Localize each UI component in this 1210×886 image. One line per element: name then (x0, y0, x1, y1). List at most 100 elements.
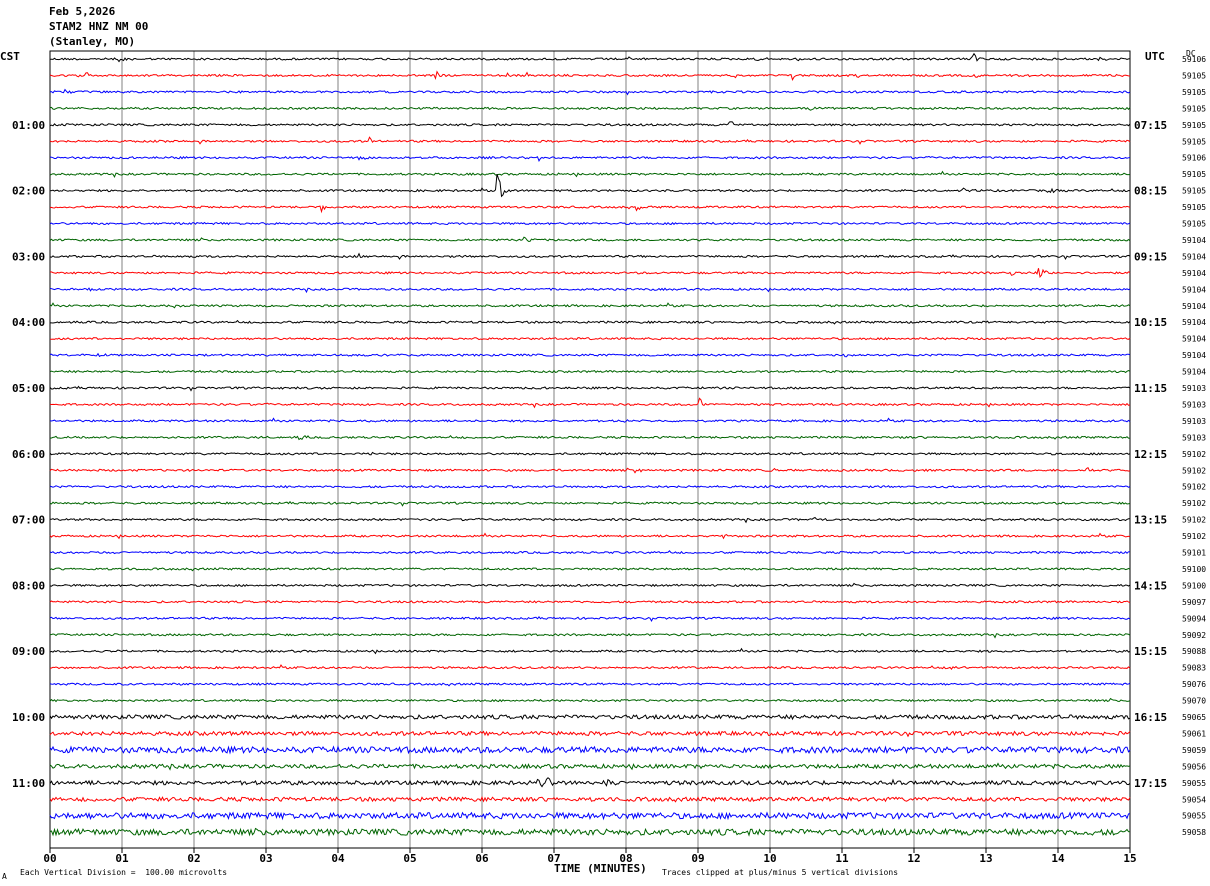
seismic-trace (49, 632, 1131, 639)
dc-offset-label: 59058 (1182, 828, 1206, 837)
dc-offset-label: 59103 (1182, 417, 1206, 426)
seismic-trace (49, 155, 1131, 163)
cst-hour-label: 07:00 (12, 514, 45, 527)
dc-offset-label: 59105 (1182, 104, 1206, 113)
seismic-trace (49, 268, 1131, 279)
seismic-trace (49, 582, 1131, 588)
seismic-trace (49, 252, 1131, 261)
dc-offset-label: 59094 (1182, 614, 1206, 623)
utc-hour-label: 09:15 (1134, 250, 1167, 263)
chart-date: Feb 5,2026 (49, 5, 116, 18)
utc-hour-label: 10:15 (1134, 316, 1167, 329)
x-axis-label: TIME (MINUTES) (554, 862, 647, 875)
seismic-trace (49, 417, 1131, 423)
cst-hour-label: 02:00 (12, 185, 45, 198)
dc-offset-label: 59100 (1182, 581, 1206, 590)
cst-hour-label: 05:00 (12, 382, 45, 395)
dc-offset-label: 59100 (1182, 565, 1206, 574)
scale-note: Each Vertical Division = 100.00 microvol… (20, 868, 228, 877)
seismic-trace (49, 121, 1131, 127)
x-tick-label: 11 (835, 852, 849, 865)
utc-axis-label: UTC (1145, 50, 1165, 63)
seismic-trace (49, 434, 1131, 441)
seismic-trace (49, 745, 1131, 755)
x-tick-label: 03 (259, 852, 272, 865)
seismic-trace (50, 516, 1131, 524)
dc-offset-label: 59103 (1182, 384, 1206, 393)
cst-hour-label: 08:00 (12, 579, 45, 592)
dc-offset-label: 59104 (1182, 285, 1206, 294)
dc-offset-label: 59070 (1182, 697, 1206, 706)
dc-offset-label: 59104 (1182, 368, 1206, 377)
dc-offset-label: 59105 (1182, 121, 1206, 130)
utc-hour-label: 16:15 (1134, 711, 1167, 724)
dc-offset-label: 59102 (1182, 466, 1206, 475)
cst-hour-label: 09:00 (12, 645, 45, 658)
x-tick-label: 09 (691, 852, 704, 865)
dc-offset-label: 59105 (1182, 71, 1206, 80)
dc-offset-label: 59055 (1182, 779, 1206, 788)
cst-axis-label: CST (0, 50, 20, 63)
seismic-trace (49, 204, 1131, 214)
dc-offset-label: 59105 (1182, 187, 1206, 196)
x-tick-label: 02 (187, 852, 200, 865)
seismic-trace (49, 302, 1131, 309)
seismic-trace (49, 697, 1131, 703)
dc-offset-label: 59102 (1182, 532, 1206, 541)
cst-hour-label: 11:00 (12, 777, 45, 790)
dc-offset-label: 59102 (1182, 516, 1206, 525)
x-tick-label: 04 (331, 852, 345, 865)
cst-hour-label: 04:00 (12, 316, 45, 329)
seismic-trace (49, 484, 1131, 489)
dc-offset-label: 59101 (1182, 549, 1206, 558)
cst-hour-label: 01:00 (12, 119, 45, 132)
x-tick-label: 01 (115, 852, 129, 865)
seismic-trace (49, 369, 1131, 374)
seismic-trace (49, 682, 1131, 687)
x-tick-label: 14 (1051, 852, 1065, 865)
dc-offset-label: 59104 (1182, 351, 1206, 360)
seismic-trace (49, 397, 1131, 409)
seismic-trace (50, 337, 1131, 341)
dc-offset-label: 59054 (1182, 795, 1206, 804)
corner-mark: A (2, 872, 7, 881)
seismic-trace (49, 352, 1131, 358)
seismic-trace (49, 777, 1131, 788)
x-tick-label: 05 (403, 852, 416, 865)
dc-offset-label: 59059 (1182, 746, 1206, 755)
x-tick-label: 07 (547, 852, 560, 865)
seismic-trace (49, 615, 1131, 622)
dc-offset-label: 59102 (1182, 499, 1206, 508)
seismic-trace (49, 811, 1131, 821)
dc-offset-label: 59104 (1182, 335, 1206, 344)
x-tick-label: 08 (619, 852, 632, 865)
seismic-trace (49, 136, 1131, 145)
dc-offset-label: 59105 (1182, 220, 1206, 229)
dc-offset-label: 59105 (1182, 203, 1206, 212)
dc-offset-label: 59104 (1182, 252, 1206, 261)
seismic-trace (49, 106, 1131, 111)
seismic-trace (49, 600, 1131, 604)
x-tick-label: 06 (475, 852, 489, 865)
x-tick-label: 13 (979, 852, 992, 865)
dc-offset-label: 59076 (1182, 680, 1206, 689)
seismic-trace (49, 567, 1131, 572)
utc-hour-label: 14:15 (1134, 579, 1167, 592)
dc-offset-label: 59105 (1182, 170, 1206, 179)
utc-hour-label: 08:15 (1134, 185, 1167, 198)
utc-hour-label: 07:15 (1134, 119, 1167, 132)
seismic-trace (49, 236, 1131, 242)
dc-offset-label: 59103 (1182, 433, 1206, 442)
x-tick-label: 12 (907, 852, 920, 865)
utc-hour-label: 12:15 (1134, 448, 1167, 461)
seismic-trace (49, 730, 1131, 738)
dc-axis-label: DC (1186, 49, 1196, 58)
dc-offset-label: 59103 (1182, 400, 1206, 409)
seismic-trace (49, 647, 1131, 655)
seismic-trace (49, 532, 1131, 540)
chart-station: STAM2 HNZ NM 00 (49, 20, 149, 33)
dc-offset-label: 59056 (1182, 762, 1206, 771)
seismic-trace (49, 713, 1131, 721)
dc-offset-label: 59104 (1182, 318, 1206, 327)
